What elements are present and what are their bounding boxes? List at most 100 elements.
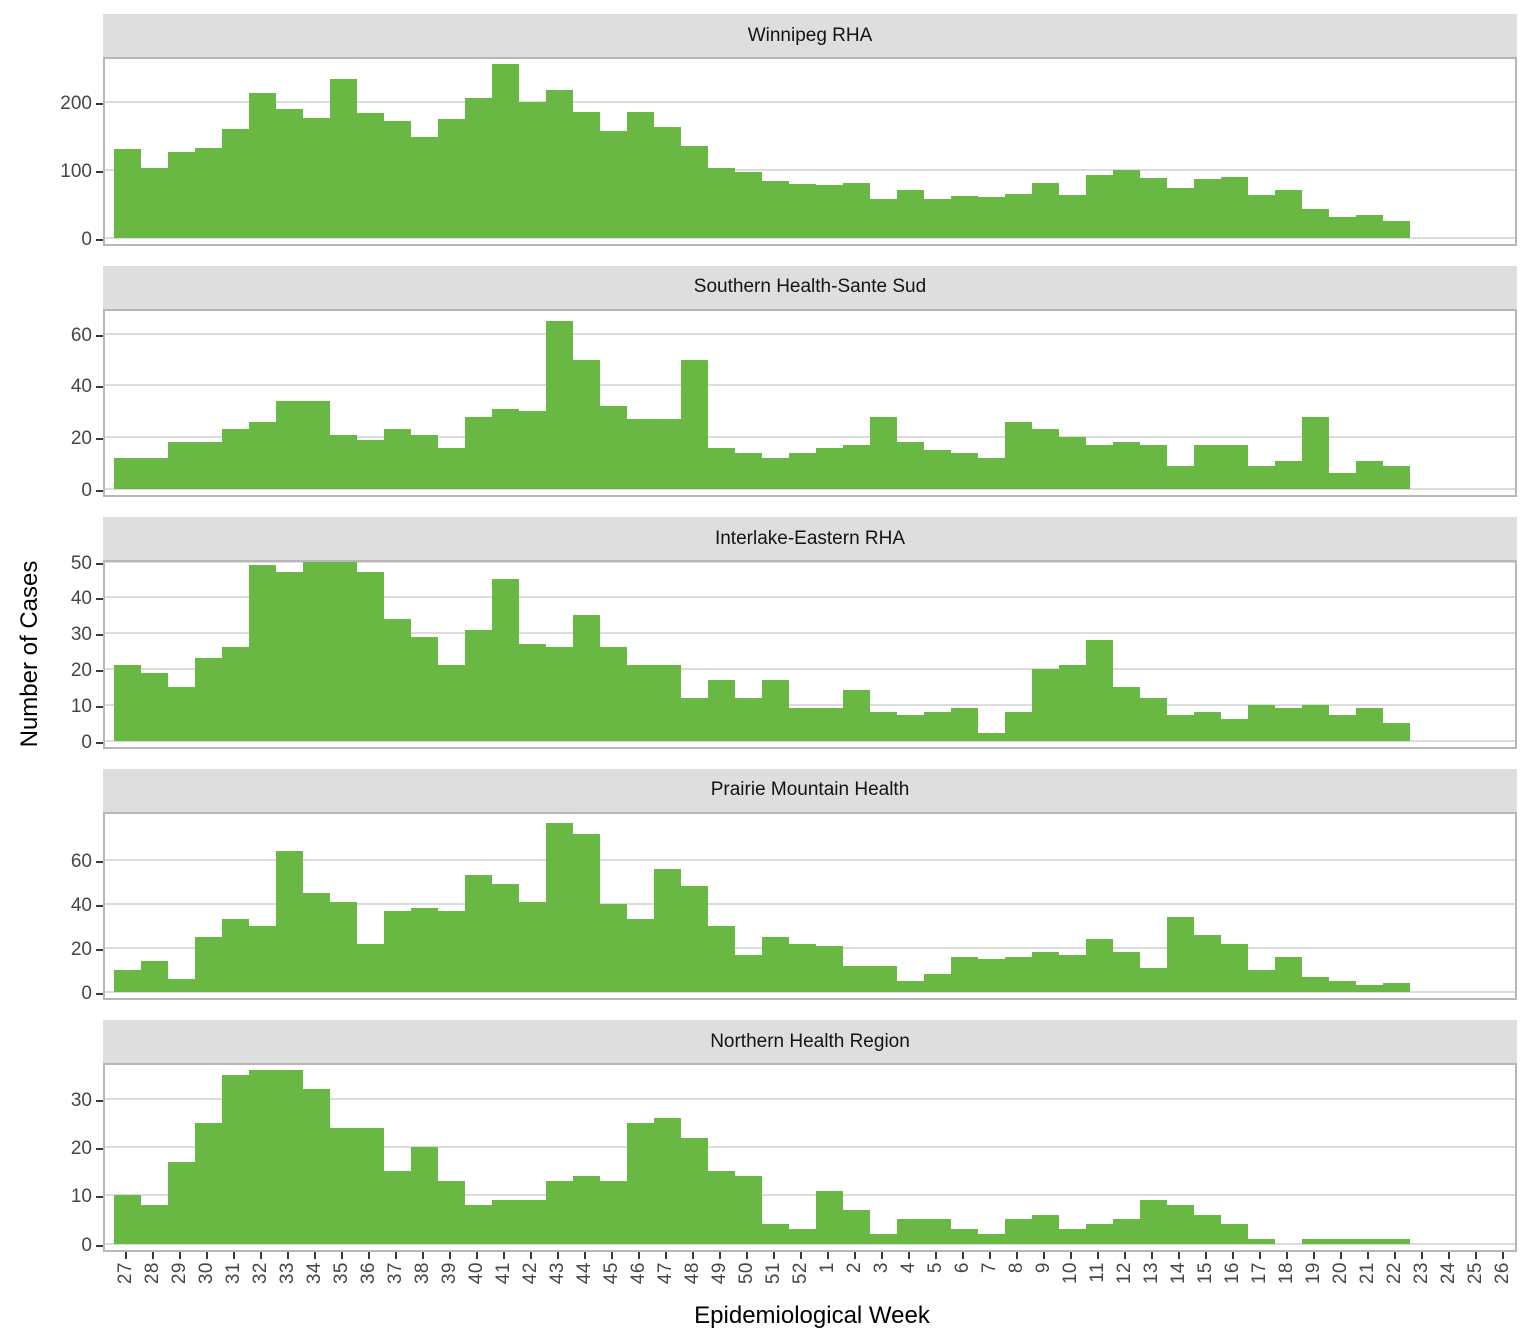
x-tick-mark	[772, 1251, 775, 1259]
x-tick-label-text: 7	[978, 1261, 1000, 1273]
bar	[1086, 1224, 1113, 1244]
x-tick-label: 47	[654, 1262, 678, 1310]
bar	[1329, 1238, 1356, 1244]
gridline	[105, 1098, 1515, 1101]
bar	[1248, 465, 1275, 489]
x-tick-label-text: 8	[1005, 1261, 1027, 1273]
bar	[573, 833, 600, 992]
bar	[1302, 1238, 1329, 1244]
facet-title: Southern Health-Sante Sud	[693, 276, 927, 297]
bar	[897, 442, 924, 489]
bar	[1086, 174, 1113, 238]
x-tick-mark	[151, 1251, 154, 1259]
y-tick-mark	[96, 103, 103, 106]
x-tick-mark	[340, 1251, 343, 1259]
bar	[816, 945, 843, 992]
x-tick-label: 28	[141, 1262, 165, 1310]
x-tick-label-text: 26	[1491, 1261, 1513, 1284]
x-tick-mark	[1474, 1251, 1477, 1259]
x-tick-mark	[664, 1251, 667, 1259]
x-tick-label-text: 1	[816, 1261, 838, 1273]
x-tick-mark	[205, 1251, 208, 1259]
x-tick-label: 4	[897, 1262, 921, 1310]
bar	[600, 1180, 627, 1244]
x-tick-mark	[1204, 1251, 1207, 1259]
bar	[600, 131, 627, 238]
bar	[519, 643, 546, 741]
x-tick-label: 45	[600, 1262, 624, 1310]
bar	[411, 636, 438, 741]
bar	[600, 647, 627, 741]
bar	[1248, 194, 1275, 238]
plot-area	[103, 1063, 1517, 1252]
x-tick-mark	[1150, 1251, 1153, 1259]
bar	[897, 715, 924, 741]
x-tick-mark	[637, 1251, 640, 1259]
x-tick-mark	[907, 1251, 910, 1259]
x-tick-label-text: 48	[681, 1261, 703, 1284]
bar	[951, 956, 978, 992]
bar	[276, 851, 303, 992]
bar	[843, 690, 870, 741]
x-tick-label-text: 29	[168, 1261, 190, 1284]
bar	[195, 937, 222, 992]
x-tick-mark	[1501, 1251, 1504, 1259]
bar	[627, 919, 654, 992]
gridline	[105, 384, 1515, 387]
x-tick-label-text: 36	[357, 1261, 379, 1284]
bar	[276, 401, 303, 489]
bar	[141, 961, 168, 992]
bar	[303, 561, 330, 741]
y-tick-label: 0	[81, 731, 92, 753]
x-tick-label: 20	[1329, 1262, 1353, 1310]
bar	[411, 434, 438, 489]
bar	[1248, 704, 1275, 741]
y-tick-label: 60	[70, 324, 92, 346]
bar	[1113, 686, 1140, 741]
bar	[303, 401, 330, 489]
x-tick-label: 50	[735, 1262, 759, 1310]
x-tick-label-text: 6	[951, 1261, 973, 1273]
x-tick-label: 35	[330, 1262, 354, 1310]
gridline	[105, 488, 1515, 490]
x-tick-label: 15	[1194, 1262, 1218, 1310]
x-tick-mark	[556, 1251, 559, 1259]
bar	[1032, 429, 1059, 489]
bar	[330, 561, 357, 741]
x-tick-label: 33	[276, 1262, 300, 1310]
x-tick-mark	[1420, 1251, 1423, 1259]
bar	[222, 647, 249, 741]
bar	[1194, 1214, 1221, 1244]
bar	[357, 439, 384, 489]
facet-strip: Interlake-Eastern RHA	[103, 517, 1517, 560]
x-tick-label-text: 3	[870, 1261, 892, 1273]
gridline	[105, 436, 1515, 439]
y-tick-mark	[96, 386, 103, 389]
bar	[249, 565, 276, 741]
gridline	[105, 903, 1515, 906]
bar	[357, 572, 384, 741]
bar	[249, 926, 276, 992]
bar	[1113, 952, 1140, 992]
bar	[789, 1229, 816, 1244]
bar	[141, 457, 168, 489]
bar	[546, 647, 573, 741]
bar	[1356, 985, 1383, 992]
x-tick-label-text: 5	[924, 1261, 946, 1273]
bar	[195, 147, 222, 238]
bar	[438, 118, 465, 238]
x-tick-mark	[1042, 1251, 1045, 1259]
bar	[330, 901, 357, 992]
x-tick-label: 46	[627, 1262, 651, 1310]
x-tick-mark	[178, 1251, 181, 1259]
x-tick-label: 5	[924, 1262, 948, 1310]
x-tick-mark	[286, 1251, 289, 1259]
x-tick-label-text: 30	[195, 1261, 217, 1284]
x-tick-label-text: 51	[762, 1261, 784, 1284]
bar	[708, 679, 735, 741]
y-tick-mark	[96, 170, 103, 173]
x-tick-mark	[1231, 1251, 1234, 1259]
bar	[951, 708, 978, 741]
gridline	[105, 991, 1515, 993]
bar	[465, 629, 492, 741]
